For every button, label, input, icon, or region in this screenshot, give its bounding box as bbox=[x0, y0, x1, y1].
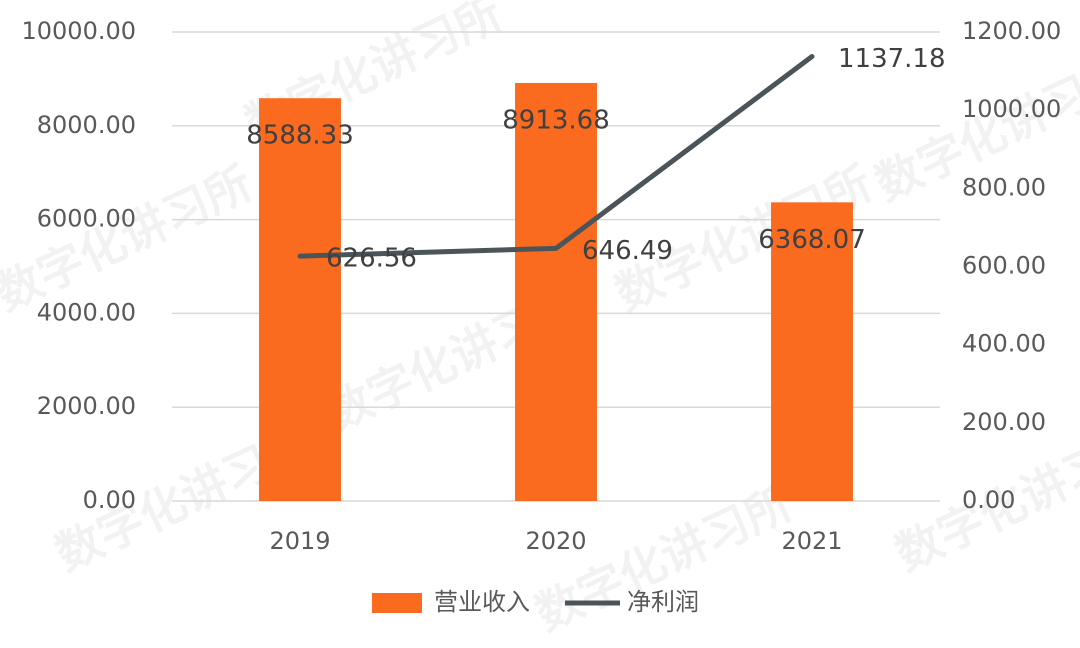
x-tick-label: 2021 bbox=[781, 527, 842, 555]
y2-tick-label: 1200.00 bbox=[962, 17, 1061, 45]
y-tick-label: 2000.00 bbox=[37, 392, 136, 420]
data-label: 626.56 bbox=[326, 244, 417, 274]
data-label: 1137.18 bbox=[838, 44, 946, 74]
bar bbox=[515, 82, 597, 501]
y-tick-label: 10000.00 bbox=[21, 17, 136, 45]
bar bbox=[259, 98, 341, 501]
y2-tick-label: 0.00 bbox=[962, 486, 1015, 514]
legend-swatch bbox=[372, 593, 422, 613]
y-tick-label: 4000.00 bbox=[37, 298, 136, 326]
y-tick-label: 6000.00 bbox=[37, 205, 136, 233]
y-tick-label: 0.00 bbox=[83, 486, 136, 514]
y2-tick-label: 400.00 bbox=[962, 330, 1046, 358]
data-label: 6368.07 bbox=[758, 225, 866, 255]
x-tick-label: 2019 bbox=[269, 527, 330, 555]
bar bbox=[771, 202, 853, 501]
x-tick-label: 2020 bbox=[525, 527, 586, 555]
line bbox=[297, 54, 815, 259]
y-tick-label: 8000.00 bbox=[37, 111, 136, 139]
watermark: 数字化讲习所 bbox=[0, 156, 260, 322]
legend-label: 净利润 bbox=[627, 588, 699, 616]
data-label: 8913.68 bbox=[502, 105, 610, 135]
data-label: 646.49 bbox=[582, 236, 673, 266]
legend-label: 营业收入 bbox=[434, 588, 530, 616]
y2-tick-label: 1000.00 bbox=[962, 95, 1061, 123]
y2-tick-label: 600.00 bbox=[962, 252, 1046, 280]
y2-tick-label: 800.00 bbox=[962, 173, 1046, 201]
y2-tick-label: 200.00 bbox=[962, 408, 1046, 436]
data-label: 8588.33 bbox=[246, 121, 354, 151]
